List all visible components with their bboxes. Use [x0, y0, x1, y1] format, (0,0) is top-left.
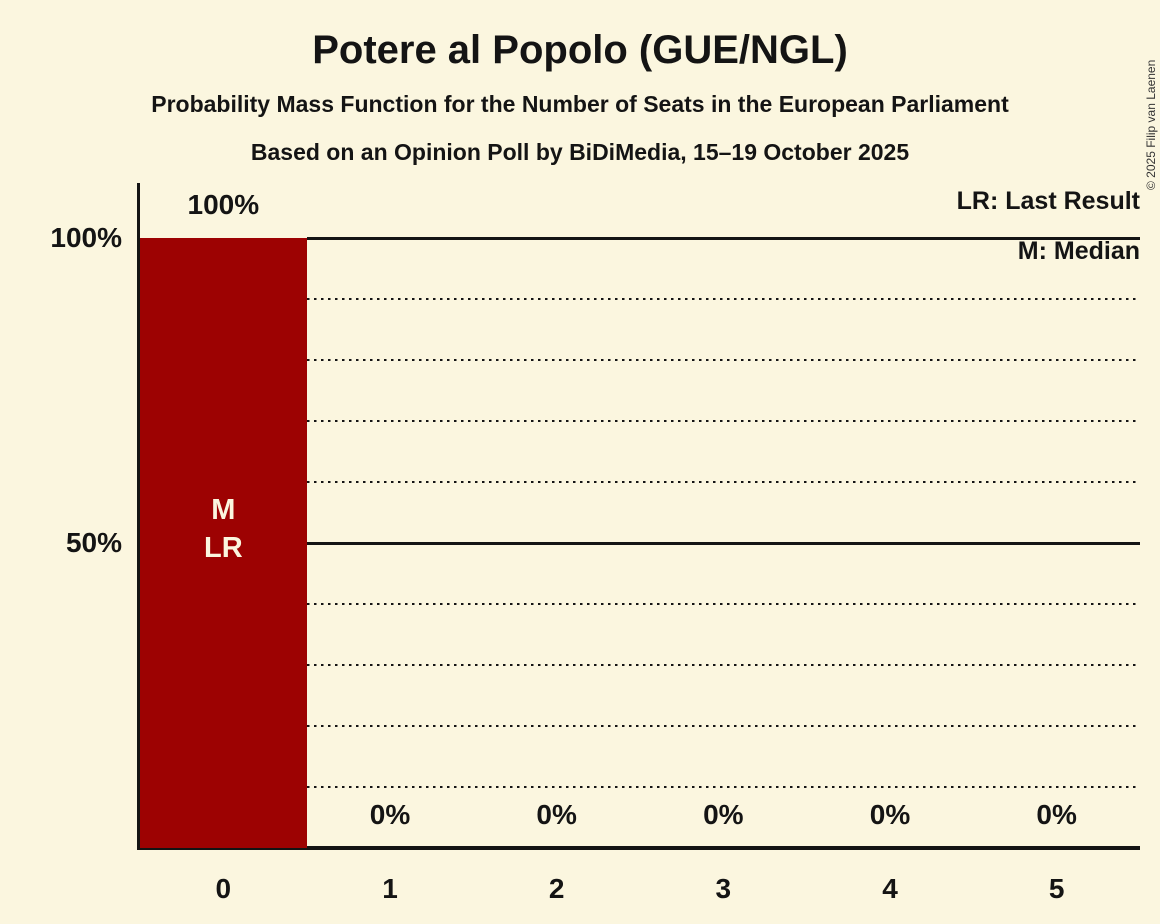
x-tick-label-3: 3 — [715, 873, 732, 904]
legend-last-result: LR: Last Result — [956, 187, 1140, 215]
gridline-dotted-70 — [306, 419, 1140, 423]
gridline-dotted-20 — [306, 724, 1140, 728]
x-axis — [137, 846, 1140, 850]
y-axis-label-50: 50% — [65, 527, 122, 558]
chart-subtitle: Probability Mass Function for the Number… — [151, 91, 1009, 117]
bar-annotation-line: M — [211, 494, 236, 526]
y-axis-label-100: 100% — [50, 222, 122, 253]
x-tick-label-4: 4 — [882, 873, 898, 904]
gridline-dotted-90 — [306, 297, 1140, 301]
bar-value-label-4: 0% — [869, 799, 911, 830]
y-axis — [137, 183, 140, 850]
gridline-solid-100 — [306, 236, 1140, 240]
x-tick-label-2: 2 — [548, 873, 565, 904]
gridline-dotted-10 — [306, 785, 1140, 789]
gridline-dotted-60 — [306, 480, 1140, 484]
bar-value-label-2: 0% — [536, 799, 577, 830]
copyright-notice: © 2025 Filip van Laenen — [1144, 59, 1158, 190]
bar-annotation-median-last-result: M LR — [140, 224, 307, 834]
x-tick-label-0: 0 — [215, 873, 232, 904]
gridline-dotted-40 — [306, 602, 1140, 606]
x-tick-label-1: 1 — [382, 873, 398, 904]
bar-value-label-5: 0% — [1036, 799, 1077, 830]
chart-source-line: Based on an Opinion Poll by BiDiMedia, 1… — [250, 139, 910, 165]
gridline-dotted-30 — [306, 663, 1140, 667]
bar-annotation-line: LR — [203, 532, 243, 564]
chart-title: Potere al Popolo (GUE/NGL) — [312, 28, 848, 72]
bar-value-label-0: 100% — [187, 189, 260, 220]
x-tick-label-5: 5 — [1048, 873, 1065, 904]
gridline-dotted-80 — [306, 358, 1140, 362]
bar-seats-0 — [140, 238, 307, 848]
gridline-solid-50 — [306, 541, 1140, 545]
bar-value-label-3: 0% — [703, 799, 744, 830]
bar-value-label-1: 0% — [369, 799, 411, 830]
legend-median: M: Median — [1017, 237, 1140, 265]
plot-area: 100% 0 0% 1 0% 2 0% 3 0% 4 0% 5 M LR 100% 50% — [50, 189, 1140, 904]
